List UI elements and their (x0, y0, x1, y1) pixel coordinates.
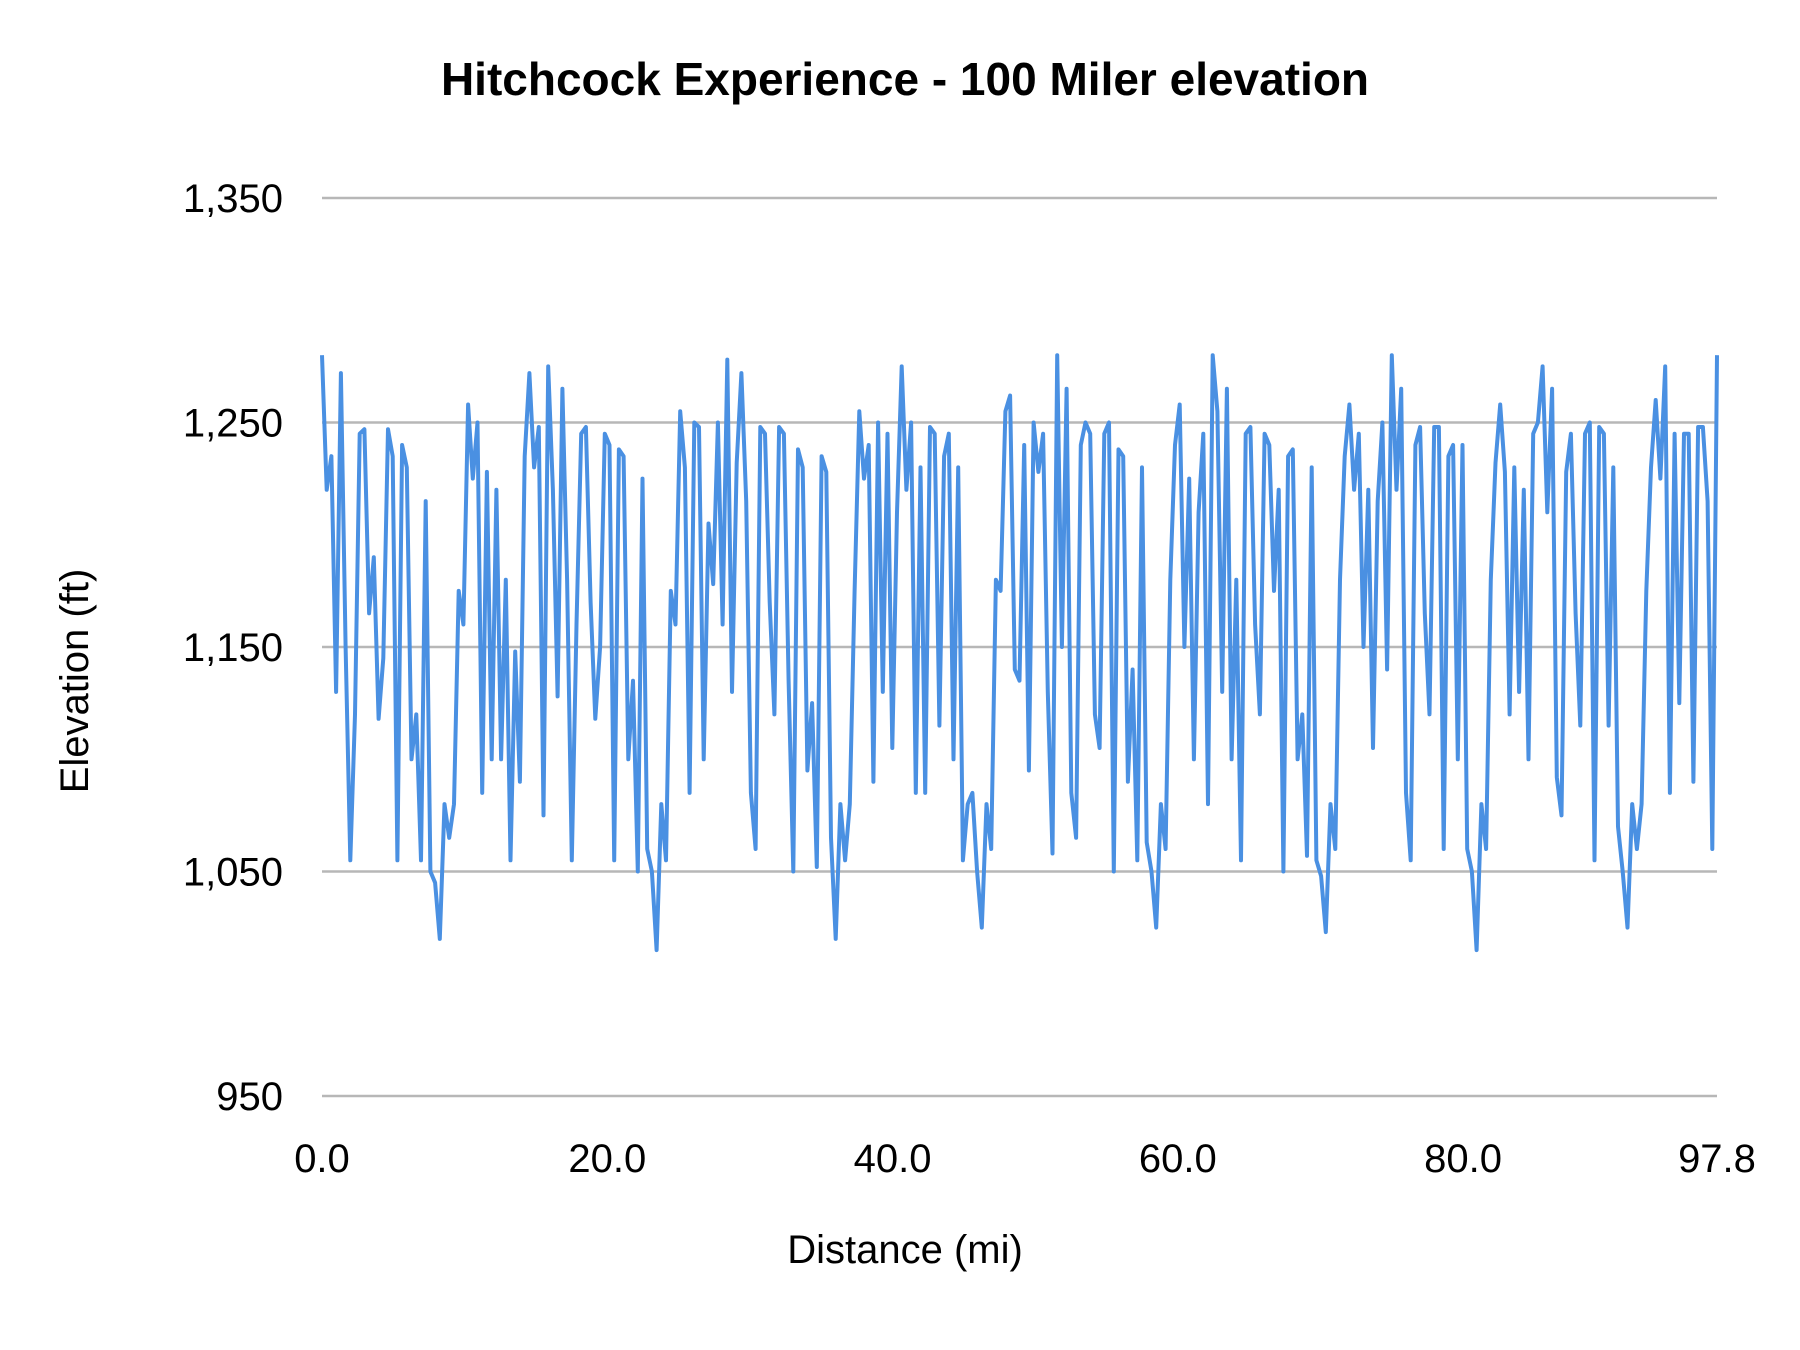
x-axis-ticks: 0.0 20.0 40.0 60.0 80.0 97.8 (294, 1137, 1756, 1181)
y-tick-label: 1,050 (183, 851, 283, 895)
x-tick-label: 0.0 (294, 1137, 350, 1181)
y-tick-label: 1,150 (183, 626, 283, 670)
y-tick-label: 950 (216, 1075, 283, 1119)
y-tick-label: 1,250 (183, 402, 283, 446)
x-tick-label: 60.0 (1139, 1137, 1217, 1181)
y-tick-label: 1,350 (183, 177, 283, 221)
x-tick-label: 20.0 (568, 1137, 646, 1181)
x-tick-label: 40.0 (854, 1137, 932, 1181)
y-axis-ticks: 1,350 1,250 1,150 1,050 950 (183, 177, 283, 1119)
series-line-elevation (320, 353, 1719, 953)
x-tick-label: 97.8 (1678, 1137, 1756, 1181)
x-axis-label: Distance (mi) (787, 1228, 1023, 1272)
y-axis-label: Elevation (ft) (53, 569, 97, 794)
chart-title: Hitchcock Experience - 100 Miler elevati… (441, 53, 1369, 105)
x-tick-label: 80.0 (1424, 1137, 1502, 1181)
